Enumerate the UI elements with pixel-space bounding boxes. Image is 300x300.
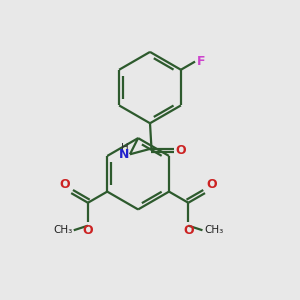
Text: O: O <box>183 224 194 237</box>
Text: O: O <box>206 178 217 191</box>
Text: N: N <box>119 148 129 161</box>
Text: CH₃: CH₃ <box>204 225 223 235</box>
Text: O: O <box>176 144 187 157</box>
Text: CH₃: CH₃ <box>53 225 72 235</box>
Text: O: O <box>59 178 70 191</box>
Text: F: F <box>196 55 205 68</box>
Text: H: H <box>121 143 128 153</box>
Text: O: O <box>82 224 93 237</box>
